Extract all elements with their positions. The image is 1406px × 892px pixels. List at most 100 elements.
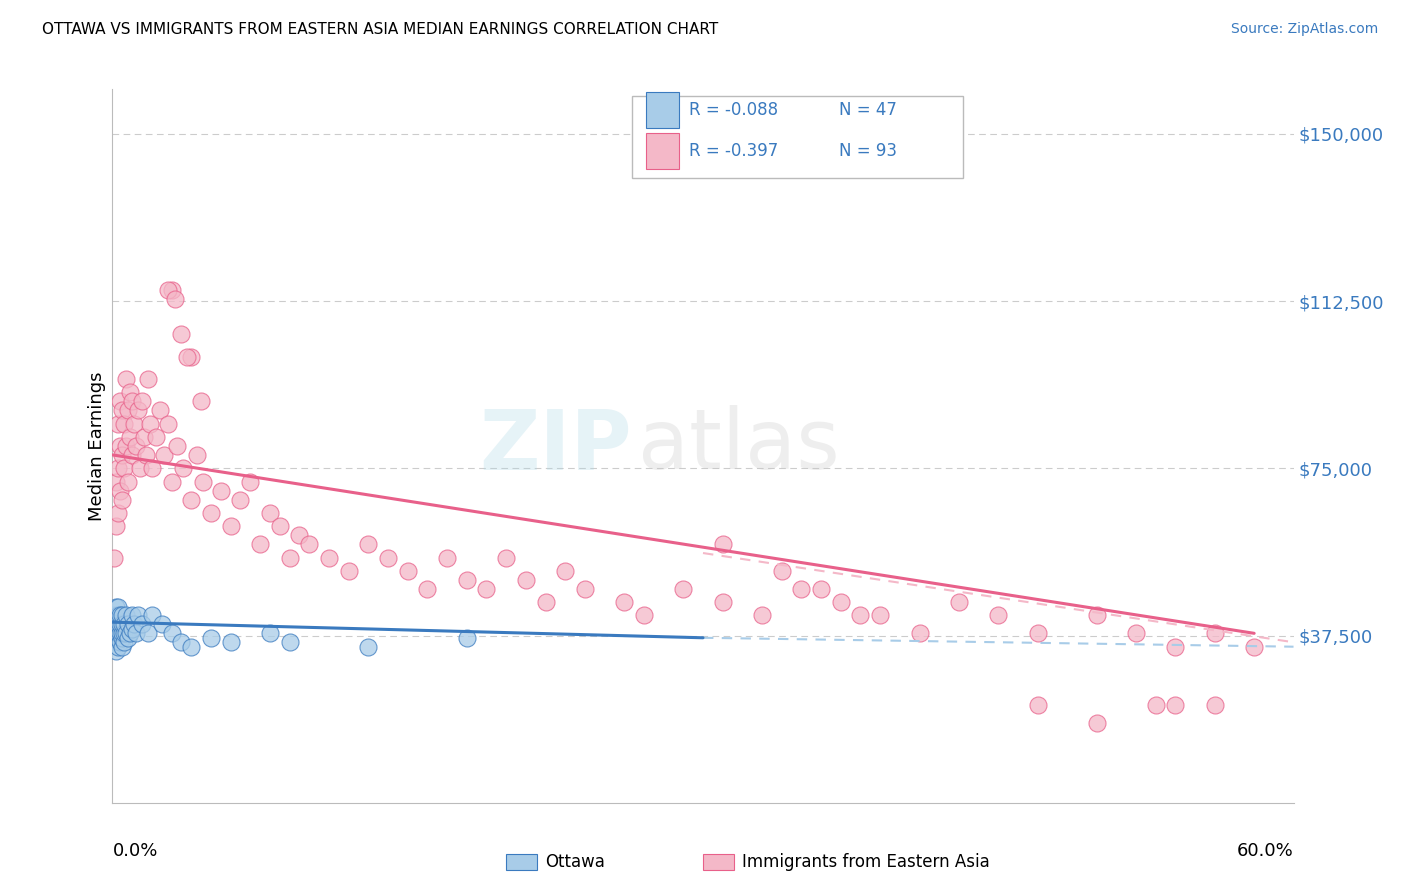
Point [298,537,321,551]
Point [112,417,135,431]
Point [122,617,145,632]
FancyBboxPatch shape [633,96,963,178]
Point [121,622,143,636]
Point [278,635,301,649]
Point [554,564,576,578]
Point [475,582,498,596]
Point [200,506,222,520]
Point [107,626,129,640]
Point [111,617,134,632]
Point [121,608,143,623]
Point [209,483,232,498]
Point [416,582,439,596]
Point [105,475,128,489]
Point [125,626,148,640]
Point [830,595,852,609]
Point [908,626,931,640]
Text: N = 93: N = 93 [839,142,897,160]
Point [127,608,149,623]
Point [810,582,832,596]
Point [111,608,134,623]
Point [110,626,132,640]
Point [107,617,129,632]
Point [672,582,695,596]
Point [1204,626,1226,640]
Point [239,475,262,489]
Point [136,626,159,640]
Point [107,417,129,431]
Point [180,492,202,507]
FancyBboxPatch shape [647,92,679,128]
Point [259,506,281,520]
Point [131,394,153,409]
Point [139,417,162,431]
Point [191,475,214,489]
Text: R = -0.397: R = -0.397 [689,142,778,160]
Point [613,595,636,609]
Point [110,635,132,649]
Point [110,617,132,632]
Point [456,573,478,587]
Point [107,461,129,475]
Text: R = -0.088: R = -0.088 [689,101,778,119]
Point [1085,715,1108,730]
Point [107,631,129,645]
Point [120,385,142,400]
Text: OTTAWA VS IMMIGRANTS FROM EASTERN ASIA MEDIAN EARNINGS CORRELATION CHART: OTTAWA VS IMMIGRANTS FROM EASTERN ASIA M… [42,22,718,37]
Point [117,631,139,645]
Point [103,608,125,623]
Y-axis label: Median Earnings: Median Earnings [87,371,105,521]
Point [396,564,419,578]
Point [160,475,183,489]
Point [288,528,311,542]
Point [269,519,291,533]
Point [156,283,179,297]
Point [1144,698,1167,712]
Point [127,403,149,417]
Point [176,350,198,364]
Text: 60.0%: 60.0% [1237,842,1294,860]
Point [107,506,129,520]
Point [105,599,128,614]
Point [190,394,212,409]
Point [103,635,125,649]
Point [357,537,380,551]
Text: N = 47: N = 47 [839,101,897,119]
Point [141,608,163,623]
Point [1026,626,1049,640]
Point [987,608,1010,623]
Point [1204,698,1226,712]
Point [166,439,188,453]
Point [115,608,138,623]
Point [180,640,202,654]
Point [135,448,157,462]
Point [186,448,208,462]
Point [110,483,132,498]
Point [180,350,202,364]
Point [219,519,242,533]
Point [318,550,340,565]
Point [711,537,734,551]
Text: ZIP: ZIP [479,406,633,486]
Point [115,439,138,453]
Point [105,617,128,632]
Point [574,582,596,596]
Point [149,403,172,417]
Point [869,608,891,623]
Text: atlas: atlas [638,406,839,486]
Point [160,283,183,297]
FancyBboxPatch shape [647,133,679,169]
Point [112,617,135,632]
Point [136,372,159,386]
Point [1243,640,1265,654]
Point [1085,608,1108,623]
Point [110,439,132,453]
Point [107,599,129,614]
Point [770,564,793,578]
Point [117,617,139,632]
Point [120,430,142,444]
Point [141,461,163,475]
Point [150,617,173,632]
Point [125,439,148,453]
Point [495,550,517,565]
